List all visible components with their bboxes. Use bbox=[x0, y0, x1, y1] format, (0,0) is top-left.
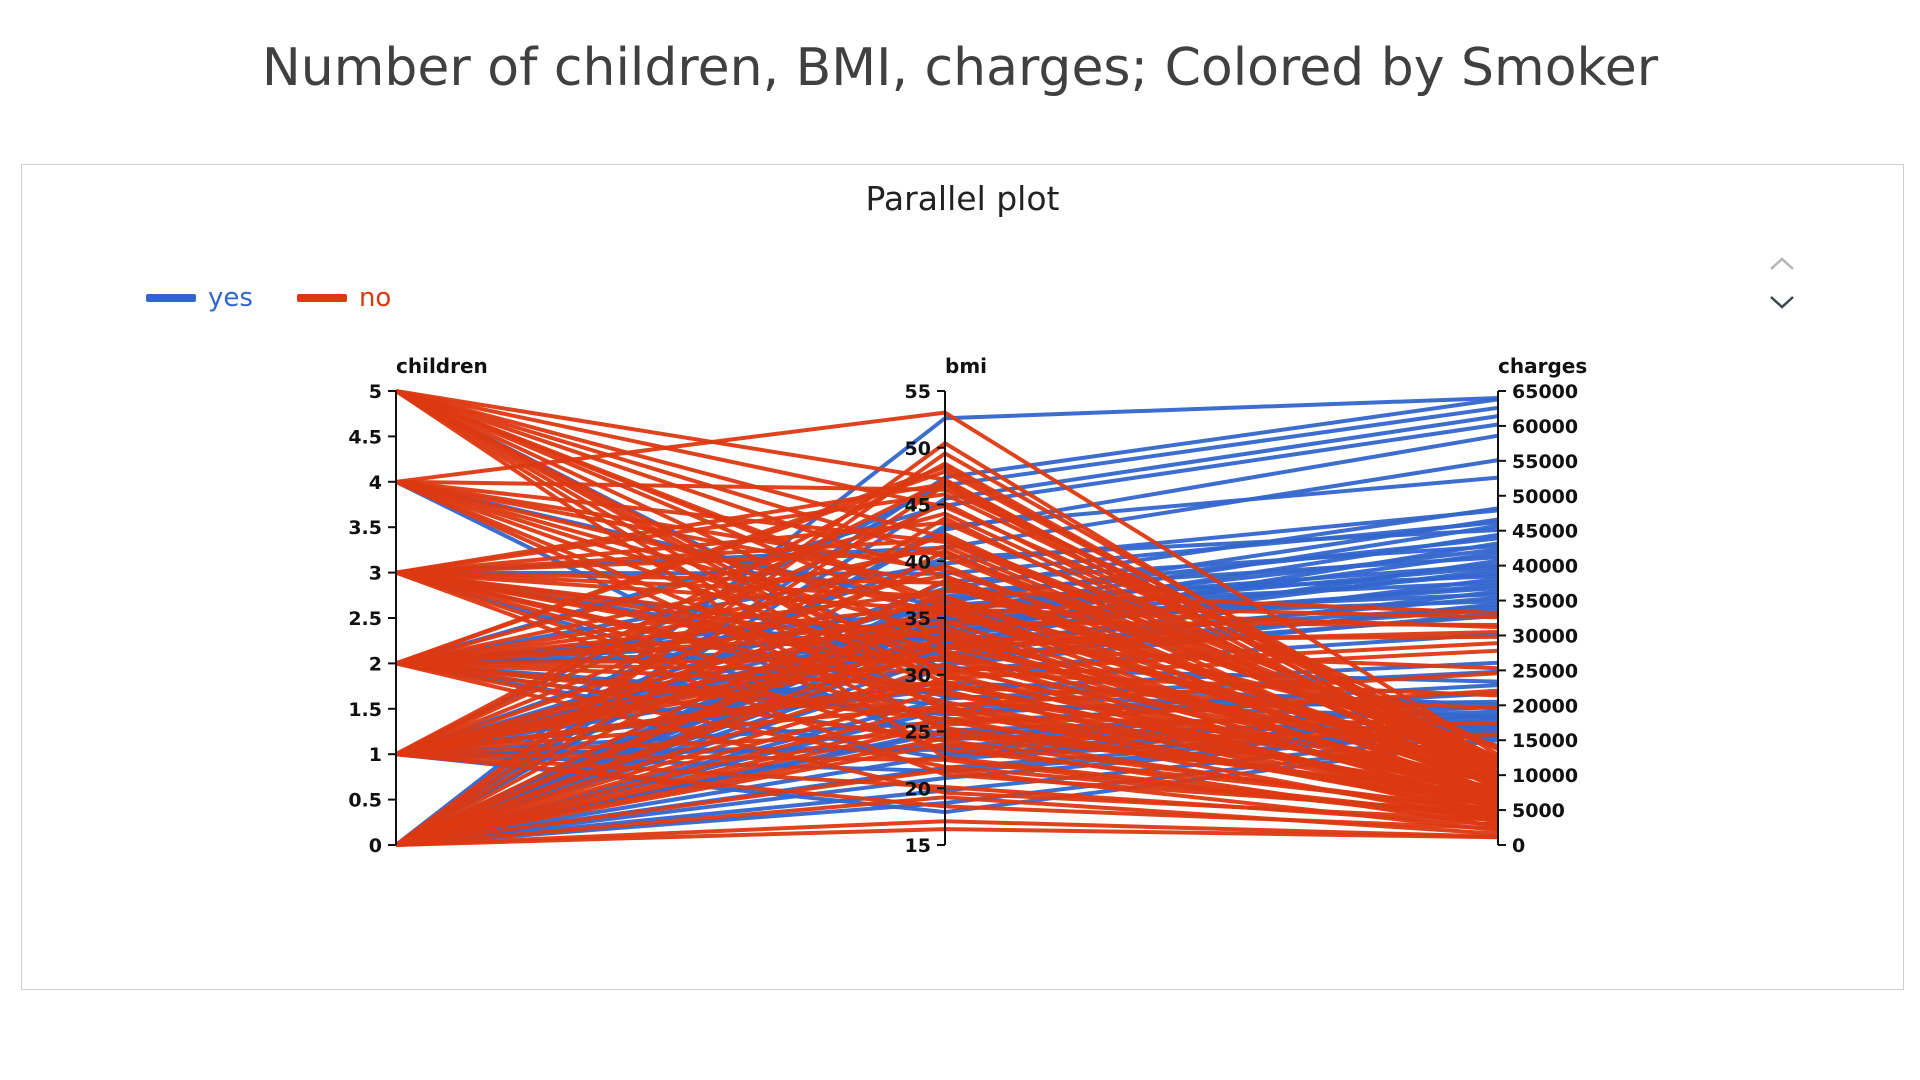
legend-scroll-down-button[interactable] bbox=[1762, 287, 1802, 317]
tick-label-bmi: 50 bbox=[905, 438, 931, 460]
chevron-up-icon bbox=[1770, 257, 1794, 270]
tick-label-children: 0.5 bbox=[348, 790, 382, 812]
tick-label-children: 5 bbox=[369, 381, 382, 403]
tick-label-charges: 15000 bbox=[1512, 730, 1578, 752]
legend-scroll-up-button[interactable] bbox=[1762, 249, 1802, 279]
legend-label-yes: yes bbox=[208, 283, 253, 313]
tick-label-children: 4 bbox=[369, 472, 382, 494]
tick-label-charges: 60000 bbox=[1512, 416, 1578, 438]
tick-label-charges: 0 bbox=[1512, 835, 1525, 857]
tick-label-charges: 45000 bbox=[1512, 521, 1578, 543]
legend-swatch-yes bbox=[146, 294, 196, 302]
tick-label-charges: 5000 bbox=[1512, 800, 1565, 822]
tick-label-children: 4.5 bbox=[348, 426, 382, 448]
legend-swatch-no bbox=[296, 294, 347, 302]
chevron-down-icon bbox=[1770, 296, 1794, 309]
legend: yes no bbox=[146, 283, 391, 313]
tick-label-children: 3.5 bbox=[348, 517, 382, 539]
tick-label-bmi: 30 bbox=[905, 665, 931, 687]
legend-item-yes[interactable]: yes bbox=[146, 283, 253, 313]
tick-label-charges: 35000 bbox=[1512, 591, 1578, 613]
tick-label-bmi: 15 bbox=[905, 835, 931, 857]
tick-label-children: 1.5 bbox=[348, 699, 382, 721]
tick-label-bmi: 35 bbox=[905, 608, 931, 630]
legend-label-no: no bbox=[358, 283, 392, 313]
tick-label-bmi: 40 bbox=[905, 551, 931, 573]
tick-label-charges: 55000 bbox=[1512, 451, 1578, 473]
tick-label-charges: 10000 bbox=[1512, 765, 1578, 787]
tick-label-bmi: 45 bbox=[905, 495, 931, 517]
tick-label-charges: 25000 bbox=[1512, 660, 1578, 682]
tick-label-children: 0 bbox=[369, 835, 382, 857]
polylines-layer bbox=[394, 389, 1500, 847]
tick-label-bmi: 55 bbox=[905, 381, 931, 403]
tick-label-bmi: 25 bbox=[905, 722, 931, 744]
tick-label-charges: 30000 bbox=[1512, 625, 1578, 647]
tick-label-charges: 65000 bbox=[1512, 381, 1578, 403]
tick-label-children: 2 bbox=[369, 653, 382, 675]
tick-label-bmi: 20 bbox=[905, 778, 931, 800]
axis-title-bmi[interactable]: bmi bbox=[945, 354, 987, 378]
chart-title: Parallel plot bbox=[865, 179, 1060, 218]
slide-title: Number of children, BMI, charges; Colore… bbox=[261, 38, 1659, 98]
tick-label-children: 1 bbox=[369, 744, 382, 766]
chart-panel: Parallel plot yes no children 0 0.5 1 1.5 2 2.… bbox=[21, 164, 1904, 990]
parallel-plot: children 0 0.5 1 1.5 2 2.5 3 3.5 4 4.5 5 bmi 15 20 25 30… bbox=[348, 354, 1587, 857]
axis-title-charges[interactable]: charges bbox=[1498, 354, 1587, 378]
tick-label-charges: 40000 bbox=[1512, 556, 1578, 578]
axis-title-children[interactable]: children bbox=[396, 354, 488, 378]
axes-layer: children 0 0.5 1 1.5 2 2.5 3 3.5 4 4.5 5 bmi 15 20 25 30… bbox=[348, 354, 1587, 857]
tick-label-charges: 50000 bbox=[1512, 486, 1578, 508]
tick-label-children: 3 bbox=[369, 563, 382, 585]
tick-label-children: 2.5 bbox=[348, 608, 382, 630]
tick-label-charges: 20000 bbox=[1512, 695, 1578, 717]
legend-item-no[interactable]: no bbox=[296, 283, 392, 313]
